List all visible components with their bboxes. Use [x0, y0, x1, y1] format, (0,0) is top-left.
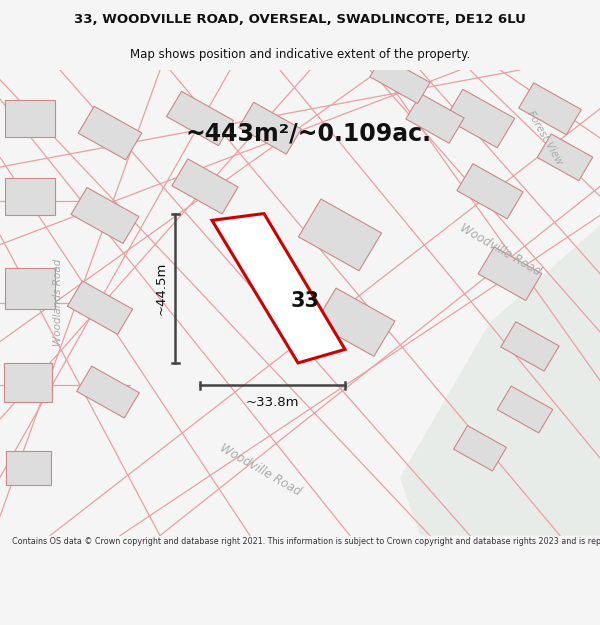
Polygon shape: [478, 247, 542, 301]
Text: Map shows position and indicative extent of the property.: Map shows position and indicative extent…: [130, 48, 470, 61]
Text: 33: 33: [290, 291, 319, 311]
Text: ~443m²/~0.109ac.: ~443m²/~0.109ac.: [185, 121, 431, 145]
Polygon shape: [454, 426, 506, 471]
Polygon shape: [5, 268, 55, 309]
Text: Woodville Road: Woodville Road: [457, 221, 543, 278]
Polygon shape: [5, 177, 55, 214]
Polygon shape: [5, 100, 55, 137]
Polygon shape: [78, 106, 142, 160]
Polygon shape: [167, 91, 233, 146]
Polygon shape: [370, 56, 430, 104]
Text: Woodlands Road: Woodlands Road: [53, 259, 63, 346]
Polygon shape: [315, 288, 395, 356]
Polygon shape: [298, 199, 382, 271]
Polygon shape: [4, 363, 52, 402]
Polygon shape: [497, 386, 553, 433]
Polygon shape: [5, 451, 50, 485]
Polygon shape: [518, 83, 581, 135]
Text: ~33.8m: ~33.8m: [246, 396, 299, 409]
Polygon shape: [239, 102, 301, 154]
Text: Contains OS data © Crown copyright and database right 2021. This information is : Contains OS data © Crown copyright and d…: [12, 538, 600, 546]
Polygon shape: [172, 159, 238, 214]
Polygon shape: [501, 322, 559, 371]
Text: Forest View: Forest View: [526, 109, 565, 167]
Polygon shape: [406, 94, 464, 143]
Polygon shape: [77, 366, 139, 418]
Polygon shape: [71, 188, 139, 244]
Polygon shape: [400, 225, 600, 536]
Text: ~44.5m: ~44.5m: [155, 262, 167, 315]
Polygon shape: [537, 134, 593, 181]
Polygon shape: [445, 89, 515, 148]
Polygon shape: [67, 281, 133, 334]
Text: Woodville Road: Woodville Road: [217, 441, 303, 498]
Polygon shape: [457, 164, 523, 219]
Polygon shape: [212, 214, 345, 363]
Text: 33, WOODVILLE ROAD, OVERSEAL, SWADLINCOTE, DE12 6LU: 33, WOODVILLE ROAD, OVERSEAL, SWADLINCOT…: [74, 13, 526, 26]
